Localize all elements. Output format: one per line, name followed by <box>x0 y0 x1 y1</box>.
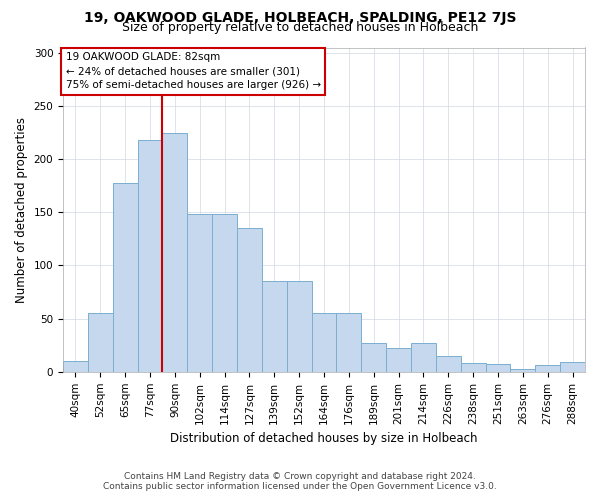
X-axis label: Distribution of detached houses by size in Holbeach: Distribution of detached houses by size … <box>170 432 478 445</box>
Bar <box>361 343 386 372</box>
Bar <box>163 132 187 372</box>
Bar <box>411 343 436 372</box>
Text: 19 OAKWOOD GLADE: 82sqm
← 24% of detached houses are smaller (301)
75% of semi-d: 19 OAKWOOD GLADE: 82sqm ← 24% of detache… <box>65 52 321 90</box>
Text: Contains HM Land Registry data © Crown copyright and database right 2024.
Contai: Contains HM Land Registry data © Crown c… <box>103 472 497 491</box>
Bar <box>287 282 311 372</box>
Text: Size of property relative to detached houses in Holbeach: Size of property relative to detached ho… <box>122 22 478 35</box>
Bar <box>436 356 461 372</box>
Bar <box>511 368 535 372</box>
Bar <box>187 214 212 372</box>
Bar <box>485 364 511 372</box>
Text: 19, OAKWOOD GLADE, HOLBEACH, SPALDING, PE12 7JS: 19, OAKWOOD GLADE, HOLBEACH, SPALDING, P… <box>84 11 516 25</box>
Bar <box>212 214 237 372</box>
Bar <box>337 314 361 372</box>
Bar <box>262 282 287 372</box>
Bar <box>535 366 560 372</box>
Bar <box>113 182 137 372</box>
Bar <box>461 364 485 372</box>
Bar <box>237 228 262 372</box>
Bar <box>63 361 88 372</box>
Bar <box>386 348 411 372</box>
Bar <box>560 362 585 372</box>
Bar <box>88 314 113 372</box>
Bar <box>311 314 337 372</box>
Y-axis label: Number of detached properties: Number of detached properties <box>15 116 28 302</box>
Bar <box>137 140 163 372</box>
